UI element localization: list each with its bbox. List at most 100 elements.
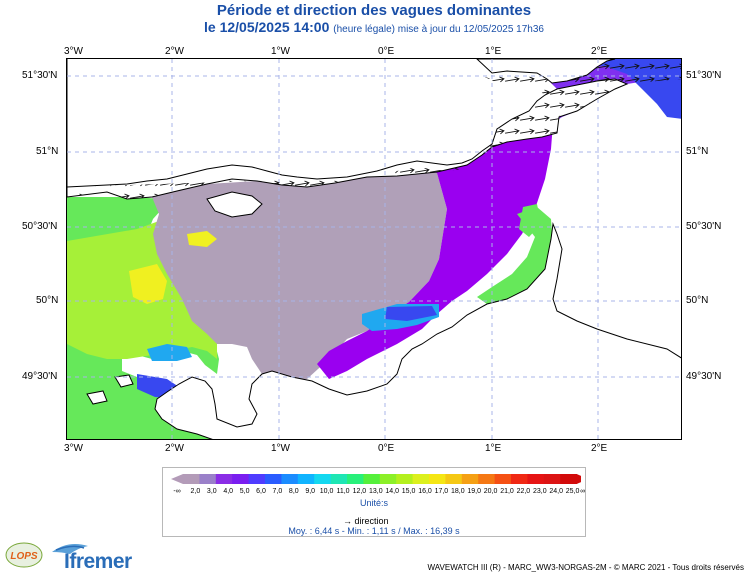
direction-arrow [265, 89, 280, 96]
color-bar-swatch [215, 474, 233, 484]
direction-arrow [145, 89, 160, 96]
map-panel[interactable] [66, 58, 682, 440]
stats-line: Moy. : 6,44 s - Min. : 1,11 s / Max. : 1… [288, 526, 460, 536]
direction-arrow [430, 128, 445, 135]
direction-arrow [340, 76, 355, 83]
direction-arrow [610, 207, 624, 212]
direction-arrow [85, 76, 100, 83]
direction-arrow [295, 154, 310, 161]
ifremer-wordmark: Ifremer [64, 550, 132, 573]
direction-arrow [235, 89, 250, 96]
color-bar-swatch [511, 474, 528, 484]
direction-arrow [595, 246, 609, 251]
direction-arrow [670, 128, 681, 135]
direction-arrow [400, 76, 415, 83]
direction-arrow [610, 180, 625, 187]
direction-arrow [670, 272, 682, 277]
direction-arrow [655, 298, 669, 303]
direction-arrow [70, 154, 85, 161]
direction-arrow [475, 76, 490, 83]
direction-arrow [235, 154, 250, 161]
color-bar-tick-label: 5,0 [239, 488, 250, 495]
color-bar-swatch [232, 474, 250, 484]
direction-arrow [415, 89, 430, 96]
color-bar-tick-label: 12,0 [352, 488, 367, 495]
direction-arrow [250, 154, 265, 161]
direction-arrow [640, 167, 655, 174]
lat-label-left: 50°N [36, 295, 59, 306]
direction-arrow [145, 128, 160, 135]
direction-arrow [370, 154, 385, 161]
direction-arrow [625, 154, 640, 161]
direction-arrow [355, 128, 370, 135]
direction-arrow [655, 180, 670, 187]
direction-arrow [130, 128, 145, 135]
direction-arrow [595, 63, 610, 70]
direction-arrow [220, 350, 234, 355]
direction-arrow [175, 141, 190, 148]
direction-arrow [70, 63, 85, 70]
direction-arrow [655, 141, 670, 148]
direction-arrow [385, 363, 399, 368]
direction-arrow [325, 102, 340, 109]
direction-arrow [475, 115, 490, 122]
direction-arrow [310, 154, 325, 161]
direction-arrow [445, 115, 460, 122]
direction-arrow [670, 180, 681, 187]
direction-arrow [610, 193, 625, 199]
direction-arrow [595, 207, 609, 212]
direction-arrow [370, 141, 385, 148]
color-bar-tick-label: 9,0 [305, 488, 316, 495]
direction-arrow [625, 167, 640, 174]
color-bar-tick-label: 22,0 [516, 488, 531, 495]
direction-arrow [580, 298, 594, 303]
direction-arrow [460, 115, 475, 122]
direction-arrow [370, 89, 385, 96]
direction-arrow [205, 102, 220, 109]
color-bar-high-label: ∞ [580, 488, 586, 495]
direction-arrow [460, 128, 475, 135]
direction-arrow [505, 76, 520, 83]
direction-arrow [595, 154, 610, 161]
direction-arrow [580, 76, 595, 83]
direction-arrow [355, 167, 370, 174]
direction-arrow [280, 180, 295, 187]
direction-arrow [400, 63, 415, 70]
direction-arrow [385, 102, 400, 109]
direction-arrow [115, 63, 130, 70]
direction-arrow [220, 89, 235, 96]
direction-arrow [355, 141, 370, 148]
direction-arrow [415, 167, 430, 174]
direction-arrow [205, 89, 220, 96]
direction-arrow [205, 154, 220, 161]
unit-label: Unité:s [359, 498, 388, 508]
direction-arrow [325, 128, 340, 135]
direction-arrow [625, 272, 639, 277]
direction-arrow [475, 141, 490, 148]
direction-arrow [670, 154, 681, 161]
direction-arrow [280, 154, 295, 161]
direction-arrow [595, 298, 609, 303]
direction-arrow [100, 115, 115, 122]
direction-arrow [625, 76, 640, 83]
direction-arrow [550, 89, 565, 96]
color-bar-low-label: -∞ [173, 488, 181, 495]
direction-arrow [190, 63, 205, 70]
direction-arrow [625, 102, 640, 109]
direction-arrow [445, 128, 460, 135]
direction-arrow [610, 272, 624, 277]
color-bar [171, 474, 581, 484]
direction-arrow [340, 128, 355, 135]
direction-arrow [295, 63, 310, 70]
direction-arrow [625, 259, 639, 264]
direction-arrow [355, 63, 370, 70]
direction-arrow [565, 285, 579, 290]
direction-arrow [310, 167, 325, 174]
direction-arrow [520, 76, 535, 83]
direction-arrow [130, 154, 145, 161]
direction-arrow [220, 115, 235, 122]
direction-arrow [655, 128, 670, 135]
direction-arrow [310, 128, 325, 135]
direction-arrow [550, 154, 565, 161]
direction-arrow [595, 102, 610, 109]
